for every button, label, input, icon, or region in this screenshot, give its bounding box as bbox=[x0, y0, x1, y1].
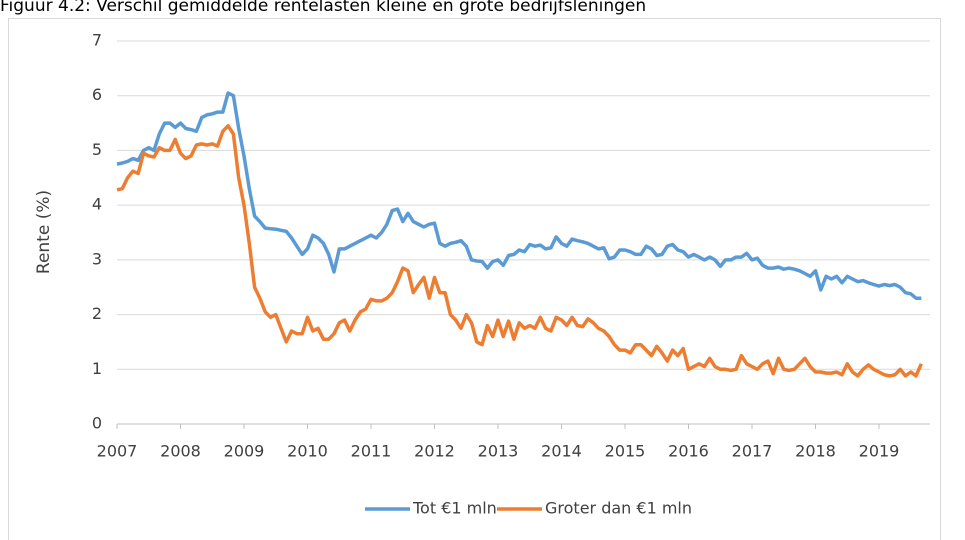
x-tick-label: 2013 bbox=[478, 442, 519, 461]
y-tick-label: 3 bbox=[92, 249, 102, 268]
x-tick-label: 2009 bbox=[224, 442, 265, 461]
data-line bbox=[116, 124, 923, 378]
x-tick-label: 2017 bbox=[732, 442, 773, 461]
y-tick-label: 7 bbox=[92, 31, 102, 50]
x-tick-label: 2019 bbox=[859, 442, 900, 461]
legend-label: Tot €1 mln bbox=[412, 499, 497, 518]
x-tick-label: 2012 bbox=[414, 442, 455, 461]
y-tick-label: 1 bbox=[92, 359, 102, 378]
y-tick-label: 2 bbox=[92, 304, 102, 323]
y-tick-label: 6 bbox=[92, 85, 102, 104]
chart-frame bbox=[8, 18, 941, 540]
y-axis-label: Rente (%) bbox=[34, 190, 54, 274]
x-tick-label: 2010 bbox=[287, 442, 328, 461]
x-tick-label: 2007 bbox=[97, 442, 138, 461]
y-tick-label: 0 bbox=[92, 414, 102, 433]
x-tick-label: 2014 bbox=[541, 442, 582, 461]
x-tick-label: 2016 bbox=[668, 442, 709, 461]
x-tick-label: 2018 bbox=[795, 442, 836, 461]
x-tick-label: 2008 bbox=[160, 442, 201, 461]
x-tick-label: 2011 bbox=[351, 442, 392, 461]
data-line bbox=[116, 91, 922, 300]
y-tick-label: 5 bbox=[92, 140, 102, 159]
y-tick-label: 4 bbox=[92, 195, 102, 214]
chart-title: Figuur 4.2: Verschil gemiddelde rentelas… bbox=[0, 0, 646, 16]
legend-label: Groter dan €1 mln bbox=[545, 499, 692, 518]
x-tick-label: 2015 bbox=[605, 442, 646, 461]
